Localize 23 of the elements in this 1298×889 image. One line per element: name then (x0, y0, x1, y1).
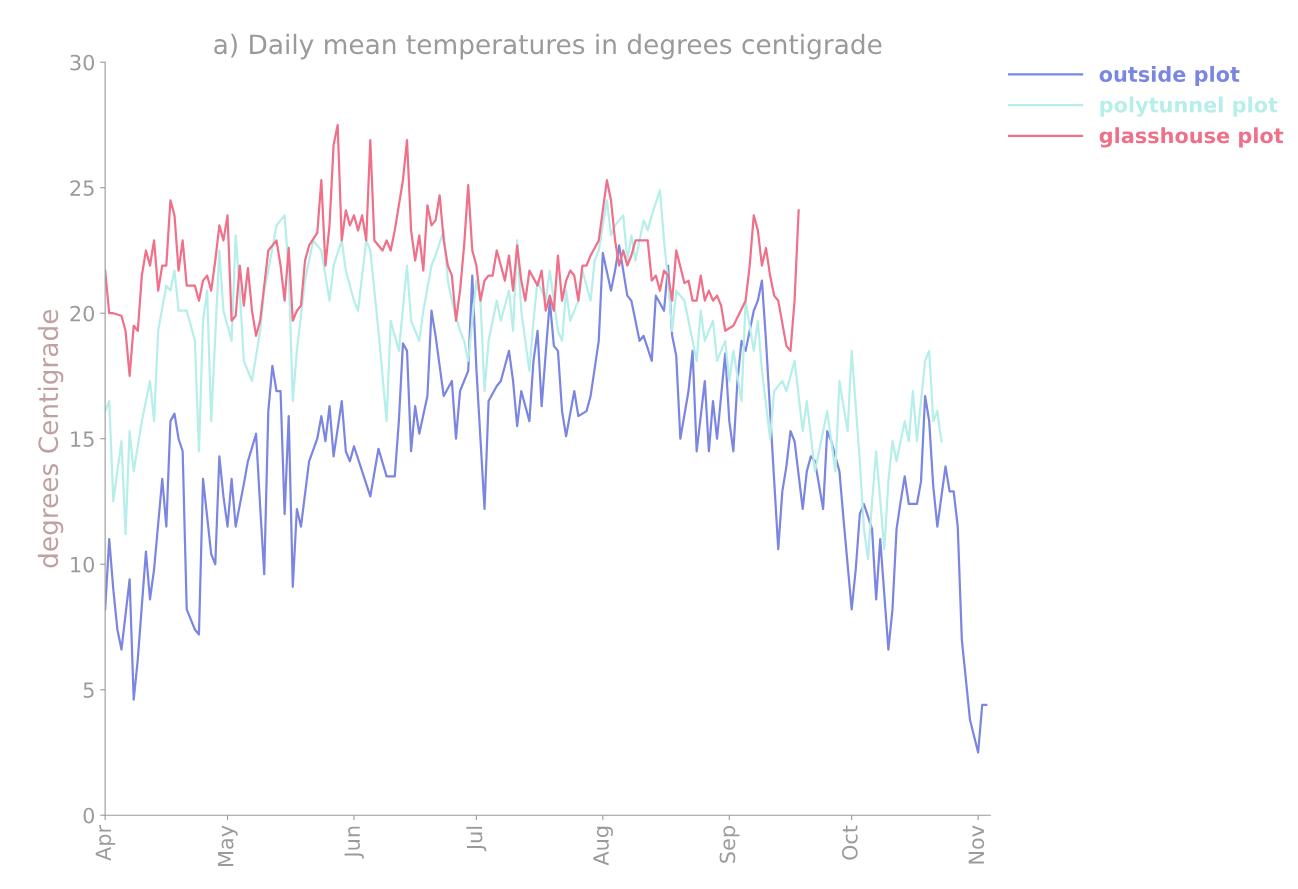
y-tick-label: 10 (71, 556, 95, 573)
y-tick-label: 20 (70, 305, 95, 322)
y-tick-label: 15 (71, 431, 94, 447)
x-tick-label: Oct (841, 825, 858, 860)
y-tick-label: 5 (83, 682, 94, 698)
x-tick-label: Aug (593, 826, 613, 866)
line-series (105, 123, 800, 378)
y-tick-label: 0 (83, 807, 95, 824)
legend-label: polytunnel plot (1100, 96, 1278, 117)
x-tick-label: May (218, 825, 238, 866)
x-tick-label: Jul (466, 826, 487, 852)
line-series (105, 244, 988, 754)
y-tick-label: 25 (70, 180, 94, 196)
x-tick-label: Jun (344, 826, 364, 859)
legend-label: glasshouse plot (1099, 127, 1284, 148)
x-tick-label: Nov (968, 825, 985, 864)
y-tick-label: 30 (70, 54, 95, 71)
legend-label: outside plot (1099, 65, 1240, 87)
chart-title: a) Daily mean temperatures in degrees centigrade (214, 33, 882, 60)
x-tick-label: Apr (95, 824, 116, 861)
y-axis-title: degrees Centigrade (37, 309, 64, 568)
x-tick-label: Sep (719, 826, 740, 863)
line-series (105, 189, 943, 561)
